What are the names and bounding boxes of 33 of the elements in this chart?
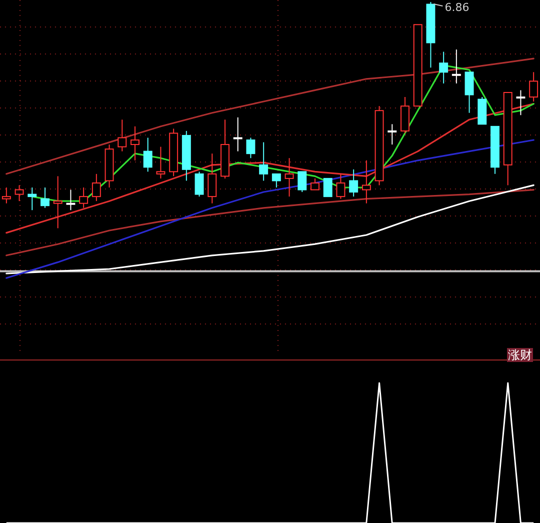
candlestick [272, 173, 281, 188]
candlestick [516, 90, 526, 116]
candlestick [298, 171, 307, 193]
candlestick [259, 142, 268, 182]
annotation: 6.86 [444, 1, 470, 14]
candlestick [208, 153, 217, 204]
candlestick [194, 171, 204, 198]
candlestick [118, 119, 127, 152]
candlestick [79, 187, 88, 208]
candlestick [66, 189, 76, 211]
candlestick [464, 72, 474, 114]
candlestick [388, 124, 397, 146]
candlestick [53, 176, 62, 229]
candlestick [92, 173, 101, 202]
candlestick [362, 160, 371, 204]
candlestick [439, 51, 448, 84]
candlestick [143, 137, 152, 172]
candlestick [40, 187, 50, 208]
candlestick [28, 187, 37, 211]
candlestick [336, 173, 346, 200]
candlestick [2, 187, 11, 204]
candlestick [284, 158, 294, 198]
candlestick [130, 126, 140, 161]
candlestick [233, 116, 242, 152]
candlestick [323, 178, 332, 198]
chart-title: 涨财 [508, 348, 532, 362]
candlestick [529, 72, 538, 102]
candlestick [156, 146, 166, 179]
candlestick [349, 168, 358, 198]
candlestick [452, 49, 461, 84]
candlestick [310, 178, 320, 190]
candlestick [14, 184, 24, 202]
candlestick [246, 137, 256, 159]
